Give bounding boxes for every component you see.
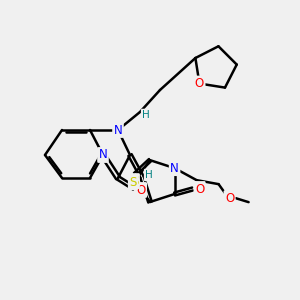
Text: O: O: [136, 184, 146, 196]
Text: N: N: [170, 162, 179, 175]
Text: H: H: [145, 170, 153, 180]
Text: S: S: [131, 175, 139, 188]
Text: O: O: [225, 192, 234, 205]
Text: N: N: [114, 124, 122, 136]
Text: O: O: [195, 182, 204, 196]
Text: S: S: [129, 176, 137, 189]
Text: N: N: [99, 148, 107, 161]
Text: H: H: [142, 110, 150, 120]
Text: O: O: [195, 77, 204, 90]
